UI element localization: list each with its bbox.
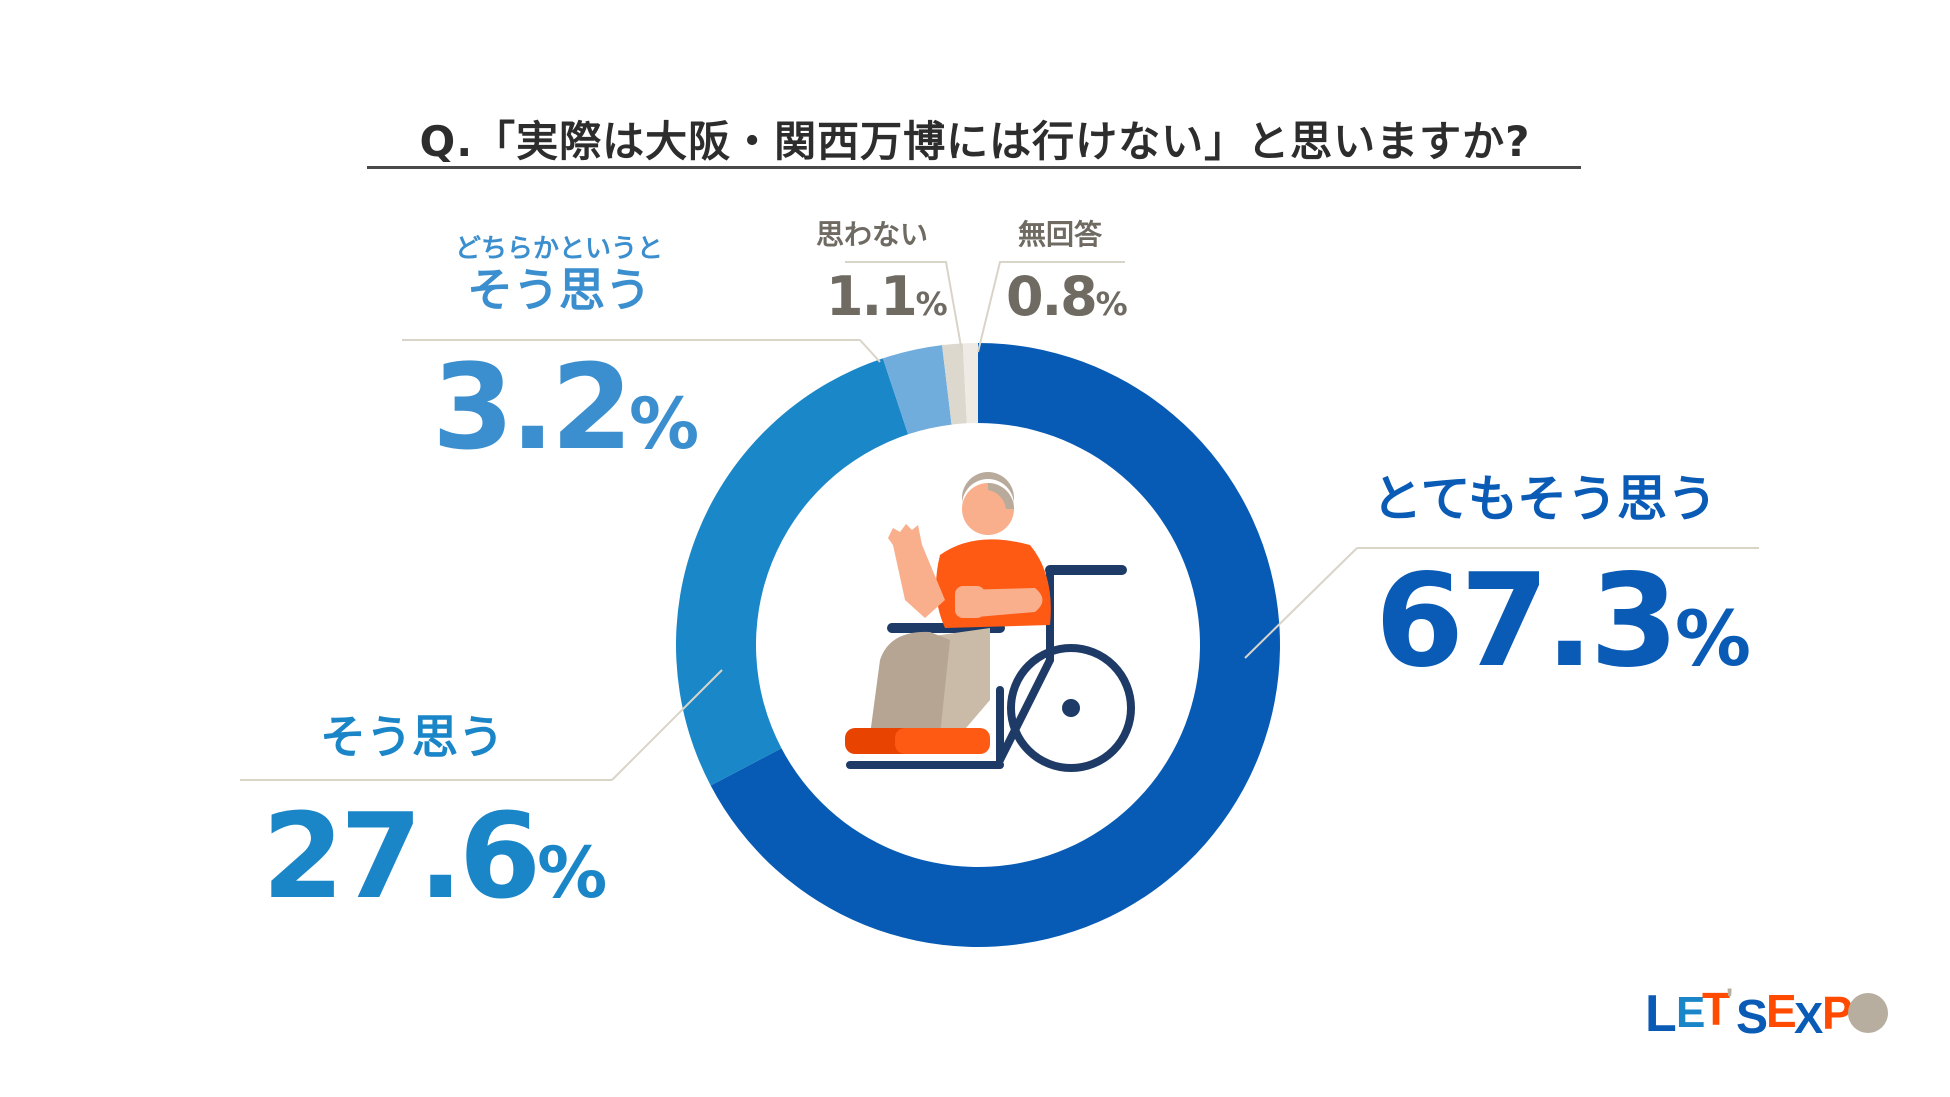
label-disagree-text: 思わない — [816, 218, 929, 251]
value-very-number: 67.3 — [1375, 547, 1679, 696]
chart-title: Q.「実際は大阪・関西万博には行けない」と思いますか? — [419, 117, 1531, 166]
label-agree: そう思う — [320, 710, 504, 764]
svg-text:E: E — [1676, 988, 1705, 1037]
value-noanswer: 0.8% — [1006, 268, 1128, 339]
svg-text:X: X — [1794, 994, 1823, 1043]
slice-somewhat — [882, 345, 952, 435]
svg-text:L: L — [1645, 985, 1677, 1043]
value-agree-number: 27.6 — [262, 787, 541, 925]
svg-text:P: P — [1822, 987, 1853, 1039]
value-somewhat-unit: % — [629, 383, 700, 465]
value-noanswer-number: 0.8 — [1006, 265, 1098, 328]
label-disagree: 思わない — [816, 218, 928, 252]
label-somewhat: どちらかというと そう思う — [455, 234, 663, 316]
label-noanswer: 無回答 — [1018, 218, 1102, 252]
label-somewhat-prefix: どちらかというと — [455, 234, 664, 264]
title-underline — [367, 166, 1581, 169]
leader-line-very — [1244, 547, 1358, 659]
value-disagree: 1.1% — [826, 268, 948, 339]
slice-agree — [675, 358, 909, 786]
label-very: とてもそう思う — [1372, 470, 1717, 528]
svg-text:T: T — [1702, 983, 1730, 1035]
label-somewhat-text: そう思う — [467, 263, 651, 317]
slice-noanswer — [962, 343, 978, 424]
label-noanswer-text: 無回答 — [1018, 218, 1103, 251]
value-noanswer-unit: % — [1095, 285, 1128, 323]
slice-disagree — [942, 343, 967, 425]
value-agree-unit: % — [537, 832, 608, 914]
value-disagree-unit: % — [915, 285, 948, 323]
rule-agree — [240, 779, 612, 781]
value-somewhat: 3.2% — [432, 348, 699, 502]
svg-text:': ' — [1726, 983, 1733, 1016]
value-agree: 27.6% — [262, 797, 607, 951]
value-very: 67.3% — [1375, 558, 1751, 720]
value-somewhat-number: 3.2 — [432, 338, 633, 476]
leader-line-somewhat — [859, 339, 881, 363]
rule-somewhat — [402, 339, 860, 341]
leader-line-noanswer — [977, 261, 1125, 353]
leader-line-agree — [611, 669, 723, 781]
value-very-unit: % — [1674, 594, 1751, 683]
svg-text:E: E — [1766, 985, 1797, 1037]
label-very-text: とてもそう思う — [1372, 470, 1717, 528]
wheelchair-person-icon — [845, 472, 1135, 772]
lets-expo-logo: L E T ' S E X P — [1645, 983, 1888, 1044]
svg-text:S: S — [1736, 991, 1768, 1044]
rule-very — [1357, 547, 1759, 549]
value-disagree-number: 1.1 — [826, 265, 918, 328]
label-agree-text: そう思う — [320, 710, 504, 764]
leader-line-disagree — [845, 261, 963, 353]
